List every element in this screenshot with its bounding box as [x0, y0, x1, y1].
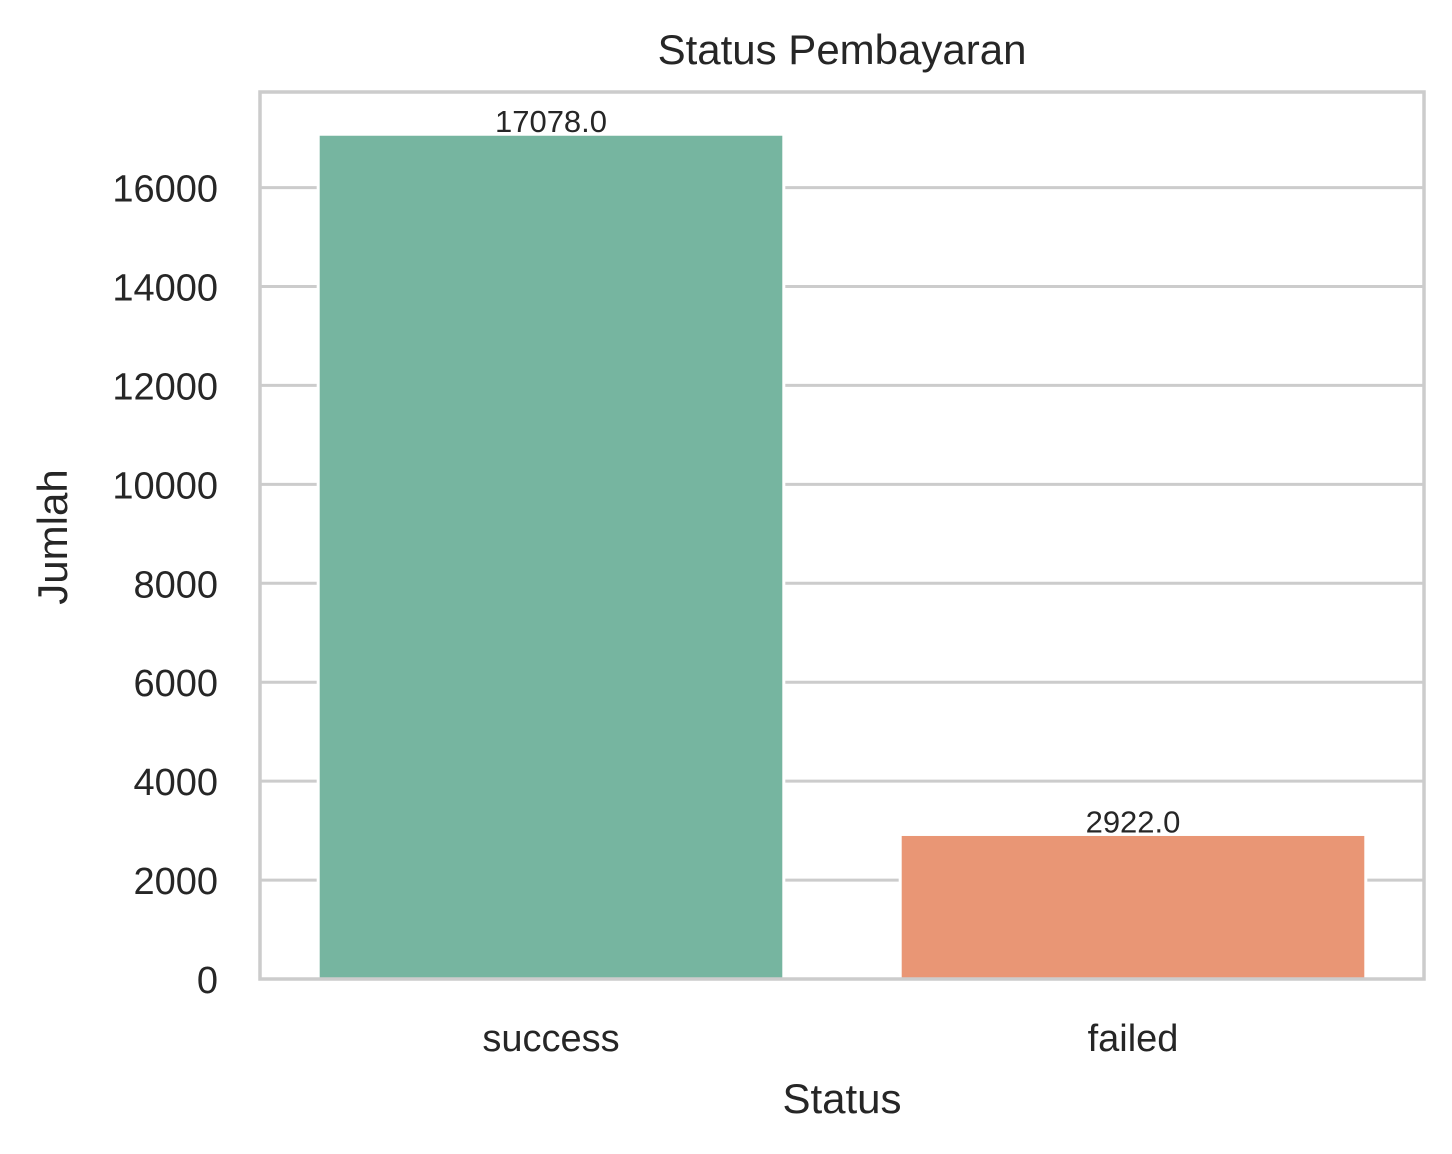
axes-frame	[258, 90, 1426, 981]
x-tick-label-failed: failed	[1088, 1018, 1179, 1060]
bars	[316, 132, 1368, 981]
y-tick-label: 8000	[133, 564, 218, 606]
y-tick-label: 0	[197, 960, 218, 1002]
y-tick-label: 6000	[133, 663, 218, 705]
y-tick-label: 16000	[112, 169, 218, 211]
y-axis-label: Jumlah	[29, 469, 76, 604]
data-labels: 17078.0 2922.0	[495, 104, 1180, 839]
y-tick-labels: 0 2000 4000 6000 8000 10000 12000 14000 16000	[112, 169, 218, 1002]
y-tick-label: 10000	[112, 465, 218, 507]
data-label-success: 17078.0	[495, 104, 607, 139]
bar-success	[316, 132, 786, 981]
y-tick-label: 14000	[112, 267, 218, 309]
y-tick-label: 4000	[133, 762, 218, 804]
y-tick-label: 12000	[112, 366, 218, 408]
bar-failed	[898, 832, 1368, 981]
chart-title: Status Pembayaran	[658, 26, 1027, 73]
x-axis-label: Status	[782, 1075, 901, 1122]
x-tick-labels: success failed	[482, 1018, 1178, 1060]
y-tick-label: 2000	[133, 861, 218, 903]
x-tick-label-success: success	[482, 1018, 619, 1060]
data-label-failed: 2922.0	[1086, 804, 1181, 839]
